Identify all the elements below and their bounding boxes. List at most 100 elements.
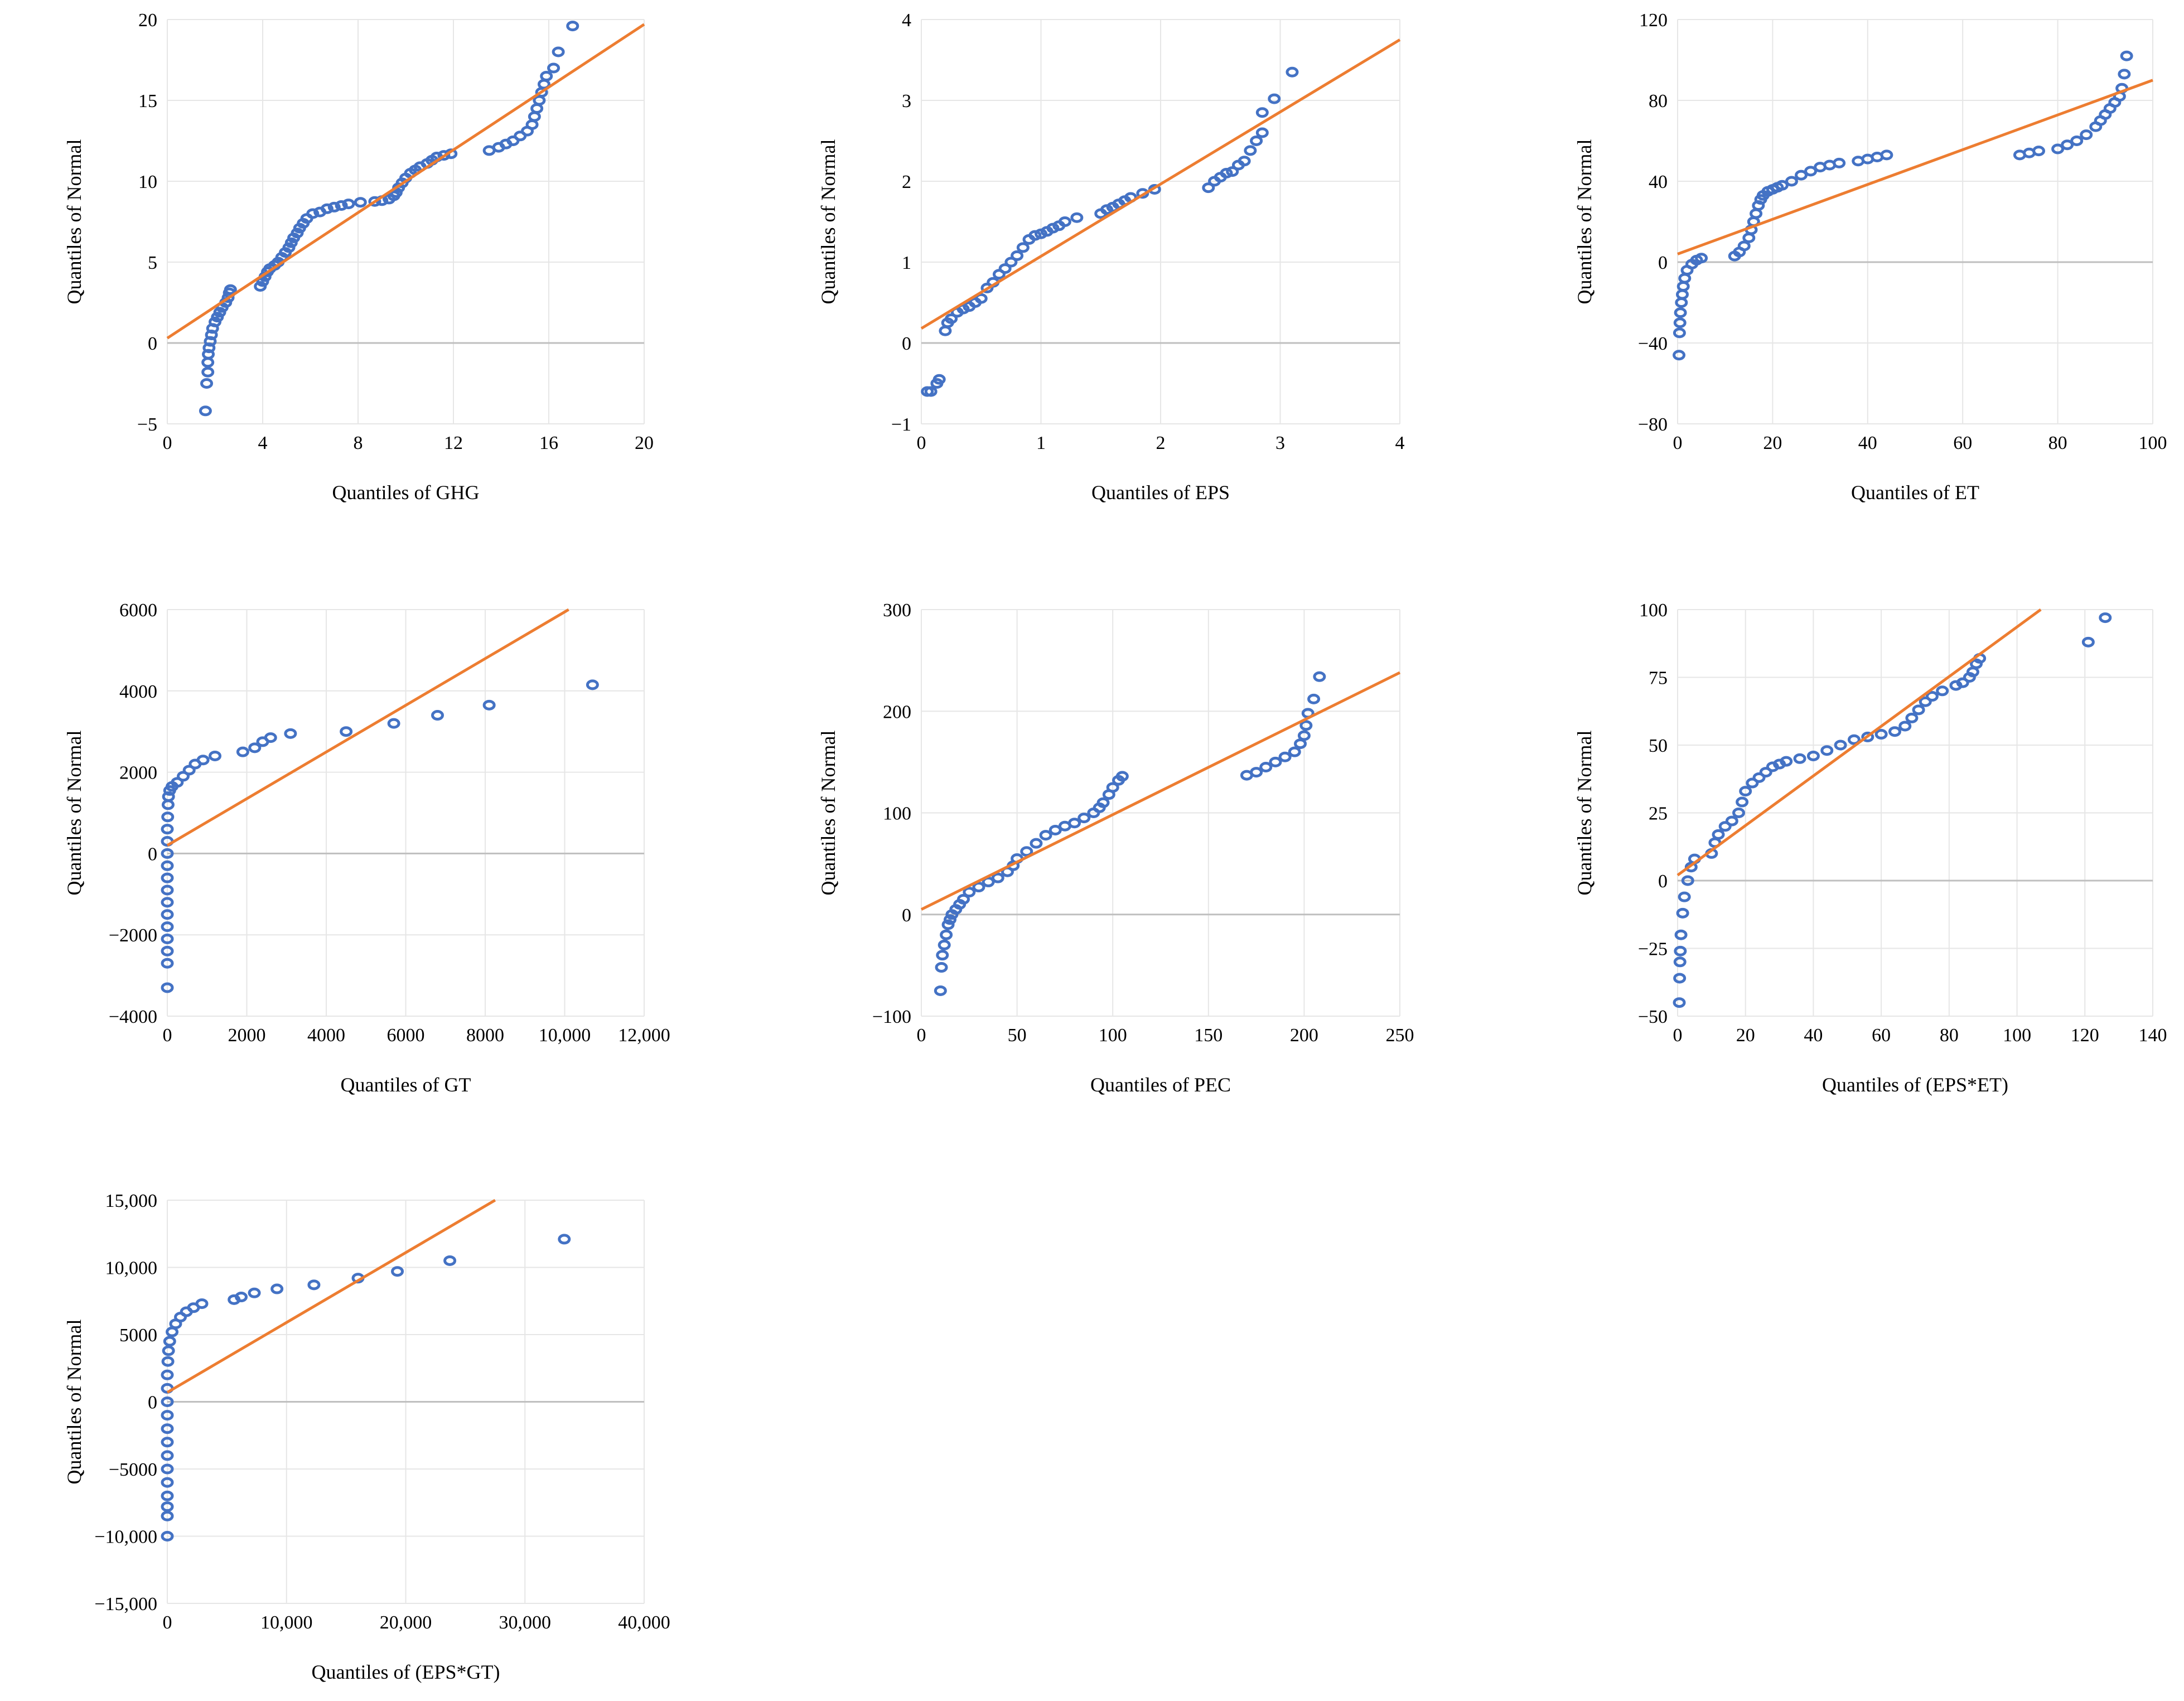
data-point xyxy=(1674,307,1687,318)
data-point xyxy=(211,312,224,323)
data-point xyxy=(1898,721,1912,732)
y-tick-label: −5000 xyxy=(109,1460,157,1480)
data-point xyxy=(1674,945,1687,956)
data-point xyxy=(1806,750,1820,761)
x-axis-title: Quantiles of PEC xyxy=(1090,1074,1231,1096)
y-tick-label: 0 xyxy=(1658,253,1668,273)
y-tick-label: 75 xyxy=(1649,668,1668,689)
y-tick-label: −100 xyxy=(872,1007,911,1027)
reference-line xyxy=(920,671,1401,911)
data-point xyxy=(1269,756,1282,767)
data-point xyxy=(1058,216,1071,227)
qq-chart-2: 0 1 2 3 4 −1 0 1 2 3 4 Quantiles of EPS Quantiles of… xyxy=(817,10,1405,504)
data-point xyxy=(934,985,947,996)
y-tick-label: 4 xyxy=(902,10,911,31)
data-point xyxy=(195,1298,209,1309)
x-tick-label: 100 xyxy=(2003,1025,2031,1046)
qq-chart-1: 0 4 8 12 16 20 −5 0 5 10 15 20 Quantiles of GHG Quant… xyxy=(63,10,654,504)
data-point xyxy=(945,313,958,324)
x-axis-title: Quantiles of GT xyxy=(341,1074,471,1096)
reference-line xyxy=(1677,79,2153,255)
data-point xyxy=(291,228,304,239)
data-point xyxy=(1905,712,1919,723)
data-point xyxy=(586,679,599,690)
data-point xyxy=(1678,273,1692,284)
x-tick-label: 4000 xyxy=(307,1025,345,1046)
y-tick-label: 1 xyxy=(902,253,911,273)
y-tick-label: 0 xyxy=(148,334,157,354)
reference-line xyxy=(166,608,569,847)
y-tick-label: 40 xyxy=(1649,172,1668,192)
data-point xyxy=(2032,146,2046,157)
data-point xyxy=(1676,907,1689,919)
data-point xyxy=(1313,671,1326,682)
data-point xyxy=(1096,797,1110,808)
data-point xyxy=(1250,767,1263,778)
data-point xyxy=(2120,50,2133,61)
data-point xyxy=(327,201,341,212)
x-tick-label: 1 xyxy=(1036,433,1046,453)
x-tick-label: 6000 xyxy=(387,1025,425,1046)
y-tick-label: 20 xyxy=(138,10,157,31)
y-tick-label: 0 xyxy=(148,844,157,864)
x-tick-label: 250 xyxy=(1386,1025,1414,1046)
data-point xyxy=(161,860,174,871)
data-point xyxy=(248,742,262,753)
data-point xyxy=(1780,756,1793,767)
data-point xyxy=(1681,875,1694,886)
y-tick-label: 50 xyxy=(1649,736,1668,756)
x-tick-label: 60 xyxy=(1872,1025,1891,1046)
data-point xyxy=(161,848,174,859)
data-point xyxy=(566,21,579,32)
qq-chart-5: 0 50 100 150 200 250 −100 0 100 200 300 Quantiles o… xyxy=(817,600,1414,1096)
data-point xyxy=(387,718,400,729)
data-point xyxy=(1238,156,1251,167)
data-point xyxy=(540,71,553,81)
data-point xyxy=(1268,93,1281,104)
data-point xyxy=(161,811,175,823)
x-tick-label: 20,000 xyxy=(380,1612,432,1633)
data-point xyxy=(431,710,444,721)
data-point xyxy=(320,203,334,214)
data-point xyxy=(972,882,985,893)
x-tick-label: 40 xyxy=(1858,433,1877,453)
x-tick-label: 60 xyxy=(1953,433,1972,453)
data-point xyxy=(2070,136,2084,146)
data-point xyxy=(1775,180,1789,191)
data-point xyxy=(1030,838,1043,849)
data-point xyxy=(1880,149,1893,161)
data-point xyxy=(1286,66,1299,78)
x-tick-label: 0 xyxy=(917,1025,926,1046)
x-tick-label: 20 xyxy=(1763,433,1782,453)
data-point xyxy=(1673,973,1687,984)
data-point xyxy=(236,746,249,757)
data-point xyxy=(1759,767,1772,778)
data-point xyxy=(1077,813,1091,824)
data-point xyxy=(161,1531,174,1541)
data-point xyxy=(200,378,214,389)
data-point xyxy=(177,771,190,782)
data-point xyxy=(1785,176,1798,187)
data-point xyxy=(1750,208,1763,219)
data-point xyxy=(161,1396,174,1407)
x-tick-label: 0 xyxy=(1673,433,1683,453)
x-tick-label: 80 xyxy=(1940,1025,1959,1046)
data-point xyxy=(1202,182,1215,194)
y-tick-label: 5000 xyxy=(119,1325,157,1346)
data-point xyxy=(1742,233,1756,243)
data-point xyxy=(1297,730,1311,741)
x-axis-title: Quantiles of EPS xyxy=(1091,481,1230,504)
y-tick-label: 0 xyxy=(148,1393,157,1413)
data-point xyxy=(482,699,496,711)
x-tick-label: 50 xyxy=(1008,1025,1027,1046)
data-point xyxy=(940,929,953,940)
qq-chart-4: 0 2000 4000 6000 8000 10,000 12,000 −4000 −2000 0… xyxy=(63,600,670,1096)
data-point xyxy=(161,1410,174,1421)
data-point xyxy=(1833,157,1846,168)
y-tick-label: 2 xyxy=(902,172,911,192)
data-point xyxy=(224,284,237,295)
y-tick-label: 80 xyxy=(1649,91,1668,112)
data-point xyxy=(161,1463,174,1475)
data-point xyxy=(166,1326,179,1337)
data-point xyxy=(161,945,174,956)
